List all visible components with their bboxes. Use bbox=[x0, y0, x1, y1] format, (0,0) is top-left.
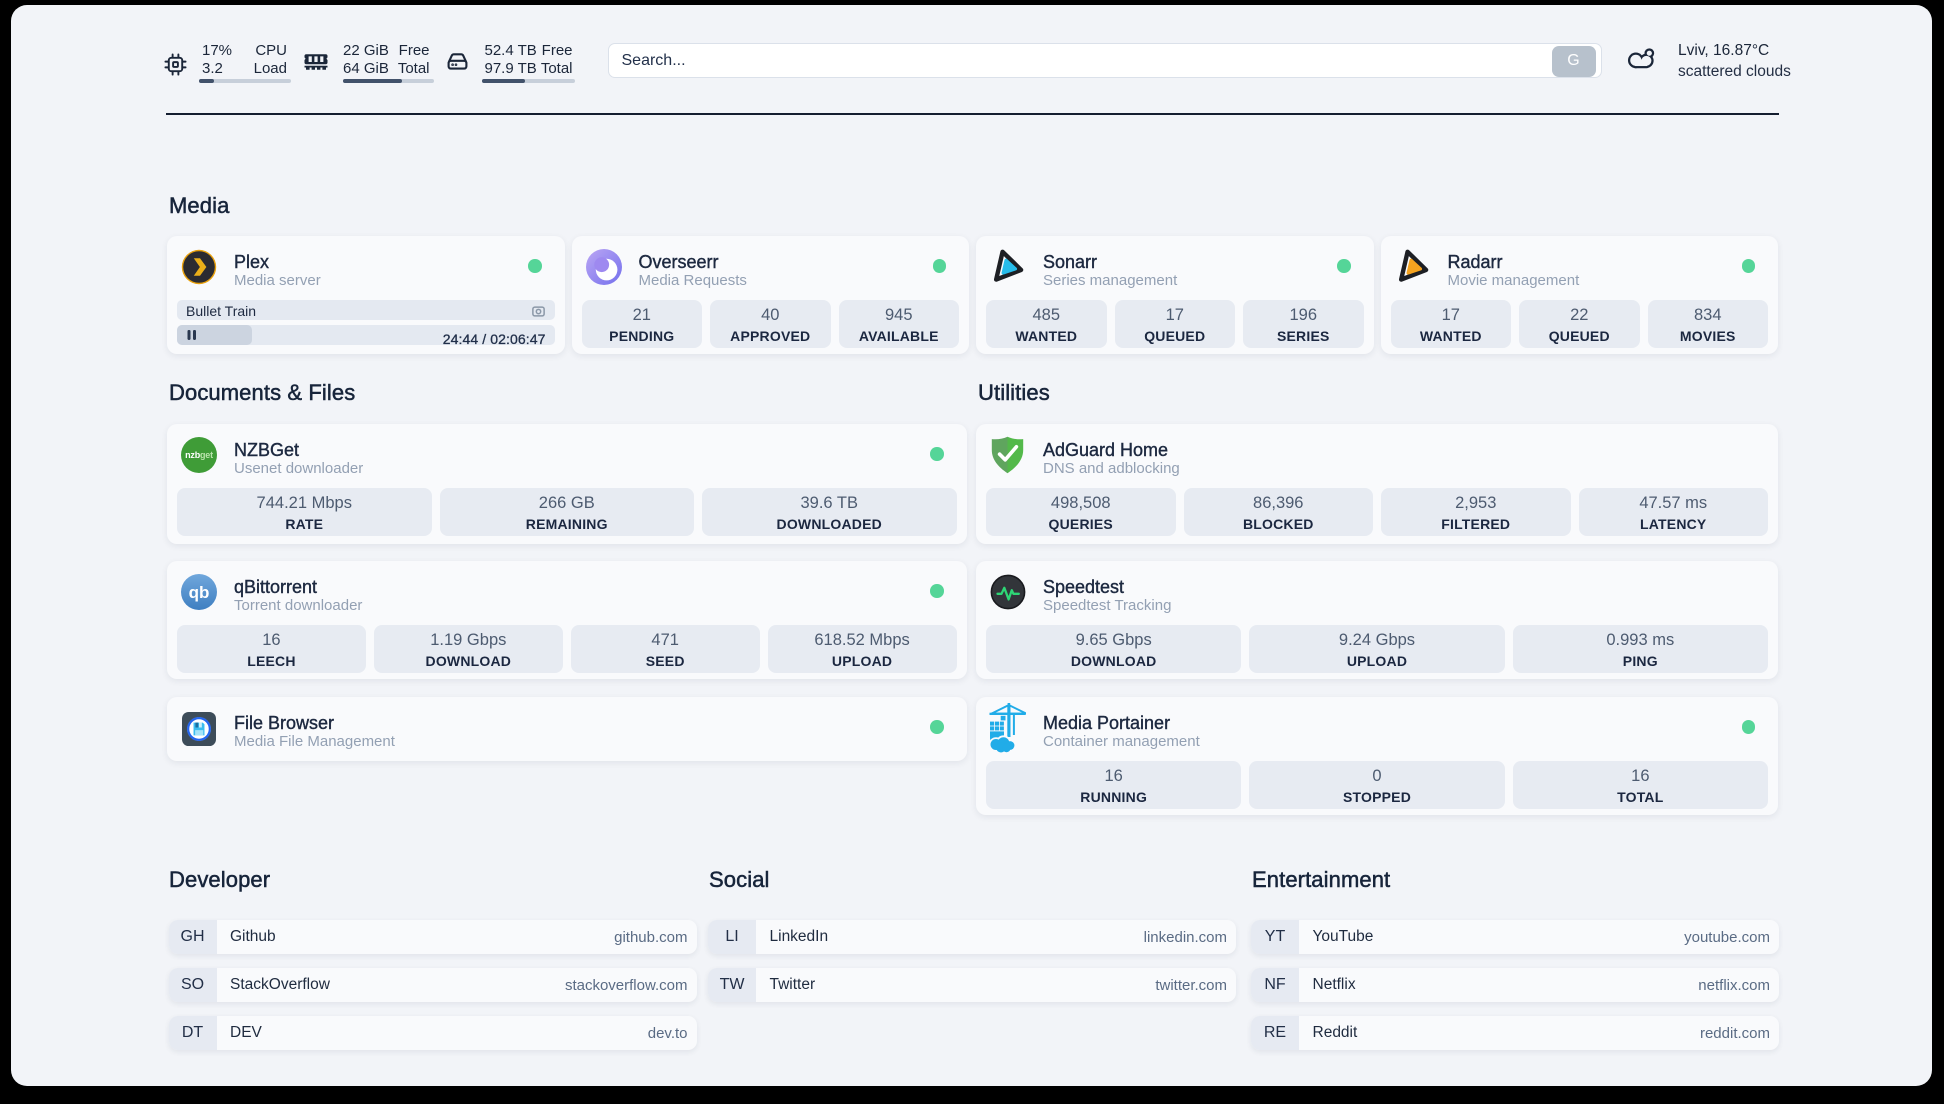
svg-text:nzbget: nzbget bbox=[185, 450, 213, 460]
svg-text:qb: qb bbox=[189, 583, 210, 602]
